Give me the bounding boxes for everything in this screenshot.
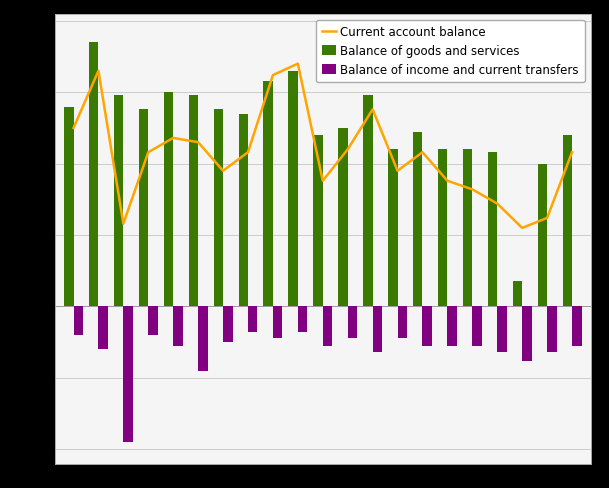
Bar bbox=[338, 129, 348, 307]
Bar bbox=[198, 307, 208, 371]
Current account balance bbox=[543, 216, 551, 222]
Bar bbox=[223, 307, 233, 343]
Bar bbox=[538, 164, 547, 307]
Bar bbox=[423, 307, 432, 347]
Bar bbox=[363, 96, 373, 307]
Current account balance bbox=[394, 168, 401, 174]
Current account balance bbox=[269, 73, 276, 79]
Current account balance bbox=[95, 69, 102, 75]
Bar bbox=[264, 81, 273, 307]
Current account balance bbox=[444, 179, 451, 184]
Bar bbox=[164, 93, 173, 307]
Bar bbox=[313, 136, 323, 307]
Current account balance bbox=[120, 221, 127, 227]
Current account balance bbox=[169, 136, 177, 142]
Bar bbox=[413, 133, 423, 307]
Bar bbox=[173, 307, 183, 347]
Current account balance bbox=[144, 150, 152, 156]
Bar bbox=[214, 110, 223, 307]
Bar bbox=[89, 43, 99, 307]
Current account balance bbox=[518, 225, 526, 231]
Bar bbox=[64, 107, 74, 307]
Bar bbox=[248, 307, 258, 332]
Bar bbox=[273, 307, 283, 338]
Current account balance bbox=[419, 150, 426, 156]
Bar bbox=[547, 307, 557, 352]
Current account balance bbox=[344, 147, 351, 153]
Bar bbox=[572, 307, 582, 347]
Bar bbox=[513, 281, 522, 307]
Bar bbox=[99, 307, 108, 349]
Bar bbox=[473, 307, 482, 347]
Current account balance bbox=[244, 150, 252, 156]
Bar bbox=[498, 307, 507, 352]
Bar bbox=[563, 136, 572, 307]
Current account balance bbox=[369, 107, 376, 113]
Bar bbox=[463, 150, 473, 307]
Bar bbox=[74, 307, 83, 335]
Current account balance bbox=[568, 150, 576, 156]
Bar bbox=[438, 150, 448, 307]
Bar bbox=[239, 114, 248, 307]
Bar bbox=[488, 153, 498, 307]
Bar bbox=[289, 72, 298, 307]
Current account balance bbox=[70, 126, 77, 132]
Bar bbox=[398, 307, 407, 338]
Bar bbox=[114, 96, 124, 307]
Bar bbox=[124, 307, 133, 442]
Current account balance bbox=[494, 201, 501, 207]
Current account balance bbox=[469, 187, 476, 193]
Current account balance bbox=[219, 168, 227, 174]
Line: Current account balance: Current account balance bbox=[74, 64, 572, 228]
Bar bbox=[139, 110, 148, 307]
Bar bbox=[189, 96, 198, 307]
Bar bbox=[298, 307, 308, 332]
Bar bbox=[373, 307, 382, 352]
Bar bbox=[148, 307, 158, 335]
Bar bbox=[388, 150, 398, 307]
Bar bbox=[348, 307, 357, 338]
Legend: Current account balance, Balance of goods and services, Balance of income and cu: Current account balance, Balance of good… bbox=[315, 20, 585, 83]
Bar bbox=[323, 307, 333, 347]
Current account balance bbox=[194, 140, 202, 146]
Current account balance bbox=[319, 179, 326, 184]
Current account balance bbox=[294, 61, 301, 67]
Bar bbox=[448, 307, 457, 347]
Bar bbox=[522, 307, 532, 361]
